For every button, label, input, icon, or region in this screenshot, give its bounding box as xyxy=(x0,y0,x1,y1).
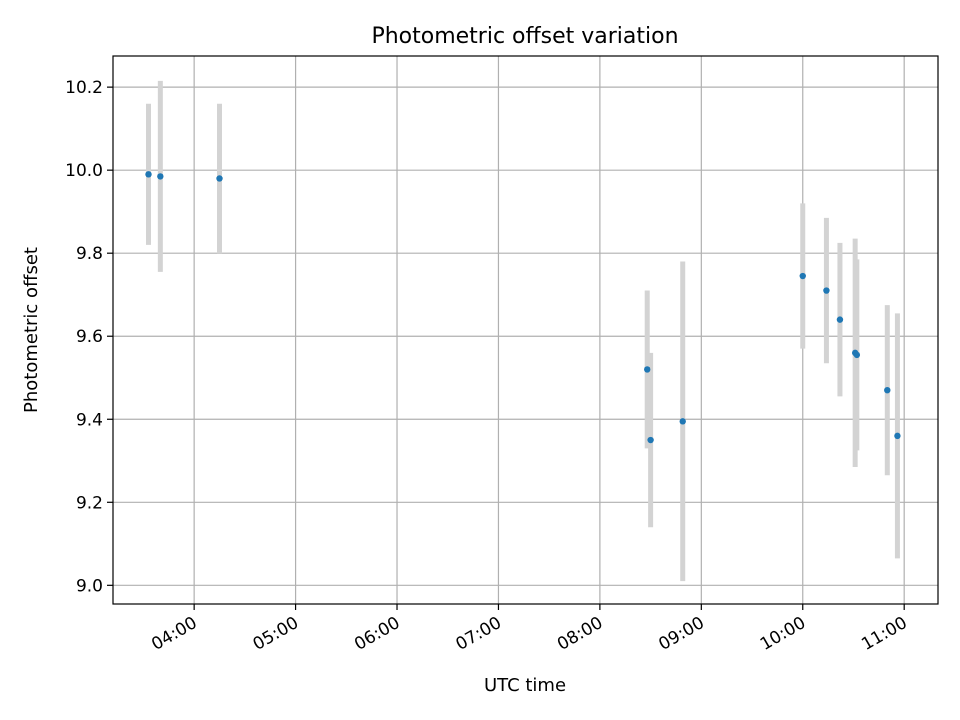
data-point xyxy=(799,272,806,280)
y-tick-label: 10.2 xyxy=(65,78,103,98)
data-point xyxy=(679,418,686,425)
data-point xyxy=(216,175,223,182)
chart-title: Photometric offset variation xyxy=(371,24,678,49)
data-point xyxy=(853,351,861,359)
y-tick-label: 9.6 xyxy=(76,327,103,347)
data-point xyxy=(836,316,844,323)
plot-area xyxy=(113,56,938,604)
data-point xyxy=(145,171,152,178)
data-point xyxy=(894,432,901,440)
data-point xyxy=(884,386,891,394)
plot-frame xyxy=(112,55,939,605)
y-tick-label: 9.8 xyxy=(76,244,103,264)
y-tick-label: 9.4 xyxy=(76,410,103,430)
data-point xyxy=(157,173,164,180)
y-tick-label: 10.0 xyxy=(65,161,103,181)
data-point xyxy=(644,366,651,373)
y-tick-label: 9.2 xyxy=(76,493,103,513)
point-layer xyxy=(145,171,901,444)
y-axis: 9.0 9.2 9.4 9.6 9.8 10.0 10.2 xyxy=(65,78,113,596)
data-point xyxy=(647,436,654,444)
y-axis-label: Photometric offset xyxy=(21,247,42,413)
grid-layer xyxy=(113,56,938,604)
y-tick-label: 9.0 xyxy=(76,576,103,596)
x-axis-label: UTC time xyxy=(484,675,566,696)
data-point xyxy=(823,287,830,294)
